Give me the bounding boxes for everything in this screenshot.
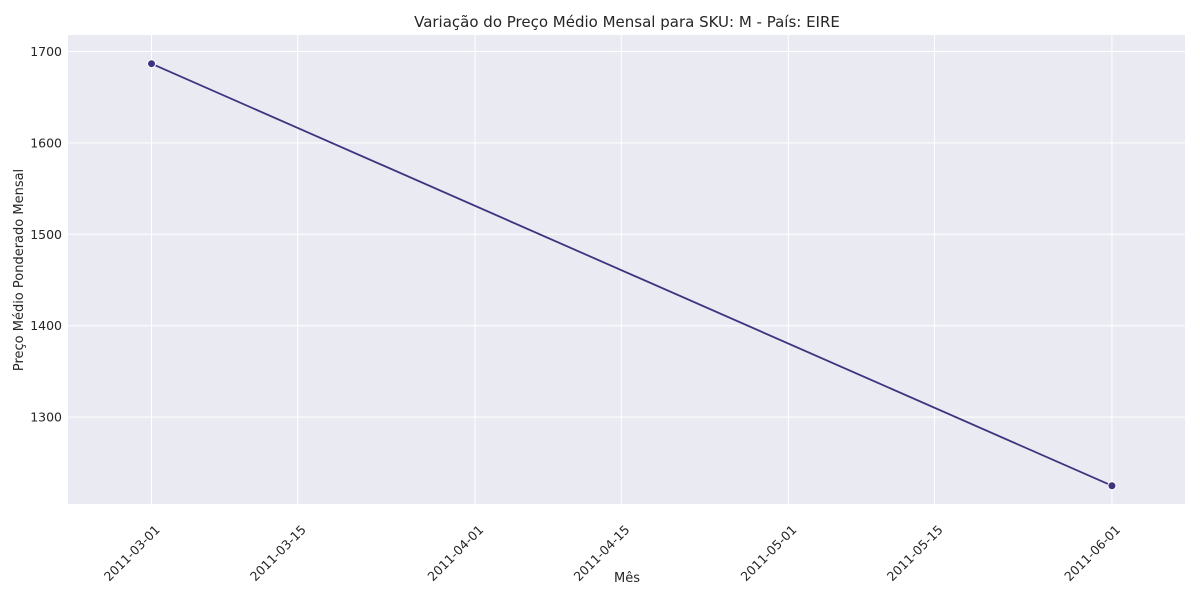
y-tick-labels: 1300 1400 1500 1600 1700 xyxy=(30,44,62,425)
y-axis-label: Preço Médio Ponderado Mensal xyxy=(12,169,27,371)
y-tick-label: 1600 xyxy=(30,135,62,150)
x-gridlines xyxy=(151,35,1113,504)
x-tick-label: 2011-04-01 xyxy=(424,522,486,584)
plot-area xyxy=(68,35,1185,504)
x-tick-label: 2011-06-01 xyxy=(1061,522,1123,584)
data-point xyxy=(147,59,157,69)
chart-title: Variação do Preço Médio Mensal para SKU:… xyxy=(414,13,840,31)
series-line xyxy=(151,62,1113,487)
y-tick-label: 1700 xyxy=(30,44,62,59)
y-tick-label: 1500 xyxy=(30,227,62,242)
x-tick-label: 2011-03-15 xyxy=(247,522,309,584)
x-tick-label: 2011-03-01 xyxy=(101,522,163,584)
y-gridlines xyxy=(68,50,1185,418)
y-tick-label: 1300 xyxy=(30,410,62,425)
data-point xyxy=(1107,481,1117,491)
x-tick-labels: 2011-03-01 2011-03-15 2011-04-01 2011-04-15… xyxy=(101,522,1123,584)
y-tick-label: 1400 xyxy=(30,318,62,333)
x-tick-label: 2011-05-15 xyxy=(884,522,946,584)
x-axis-label: Mês xyxy=(614,571,640,586)
series-group xyxy=(147,59,1117,491)
x-tick-label: 2011-05-01 xyxy=(738,522,800,584)
